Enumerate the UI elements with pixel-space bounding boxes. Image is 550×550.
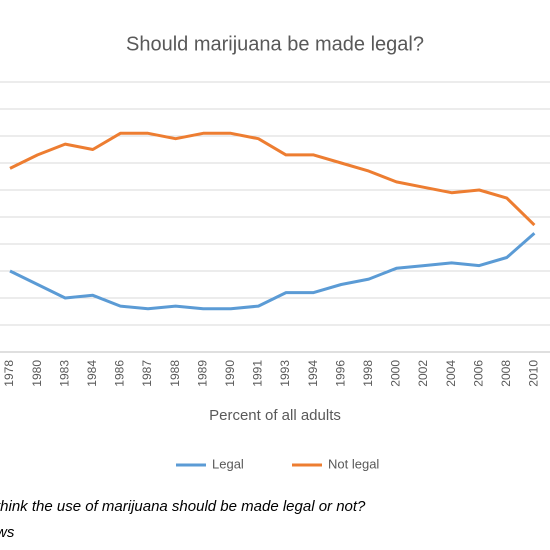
x-axis-title: Percent of all adults: [209, 407, 341, 424]
x-tick-label: 1987: [140, 360, 154, 387]
x-tick-label: 1996: [333, 360, 347, 387]
x-tick-label: 2000: [389, 360, 403, 387]
x-tick-label: 1984: [85, 360, 99, 387]
footnote: think the use of marijuana should be mad…: [0, 498, 366, 515]
x-tick-label: 2008: [499, 360, 513, 387]
x-tick-label: 1978: [2, 360, 16, 387]
legend-label: Not legal: [328, 456, 379, 471]
chart-title: Should marijuana be made legal?: [126, 33, 424, 55]
x-tick-label: 1989: [195, 360, 209, 387]
x-tick-label: 2004: [444, 360, 458, 387]
legend-label: Legal: [212, 456, 244, 471]
x-tick-label: 1990: [223, 360, 237, 387]
x-tick-label: 1983: [57, 360, 71, 387]
x-tick-label: 1998: [361, 360, 375, 387]
x-tick-label: 1986: [113, 360, 127, 387]
x-tick-label: 1993: [278, 360, 292, 387]
x-tick-label: 1994: [306, 360, 320, 387]
line-series: [9, 131, 536, 227]
x-tick-label: 2006: [471, 360, 485, 387]
x-tick-label: 1980: [30, 360, 44, 387]
x-tick-label: 1988: [168, 360, 182, 387]
source-note: ws: [0, 524, 15, 541]
x-tick-label: 1991: [251, 360, 265, 387]
x-tick-label: 2010: [527, 360, 541, 387]
x-tick-label: 2002: [416, 360, 430, 387]
line-series: [9, 232, 536, 311]
